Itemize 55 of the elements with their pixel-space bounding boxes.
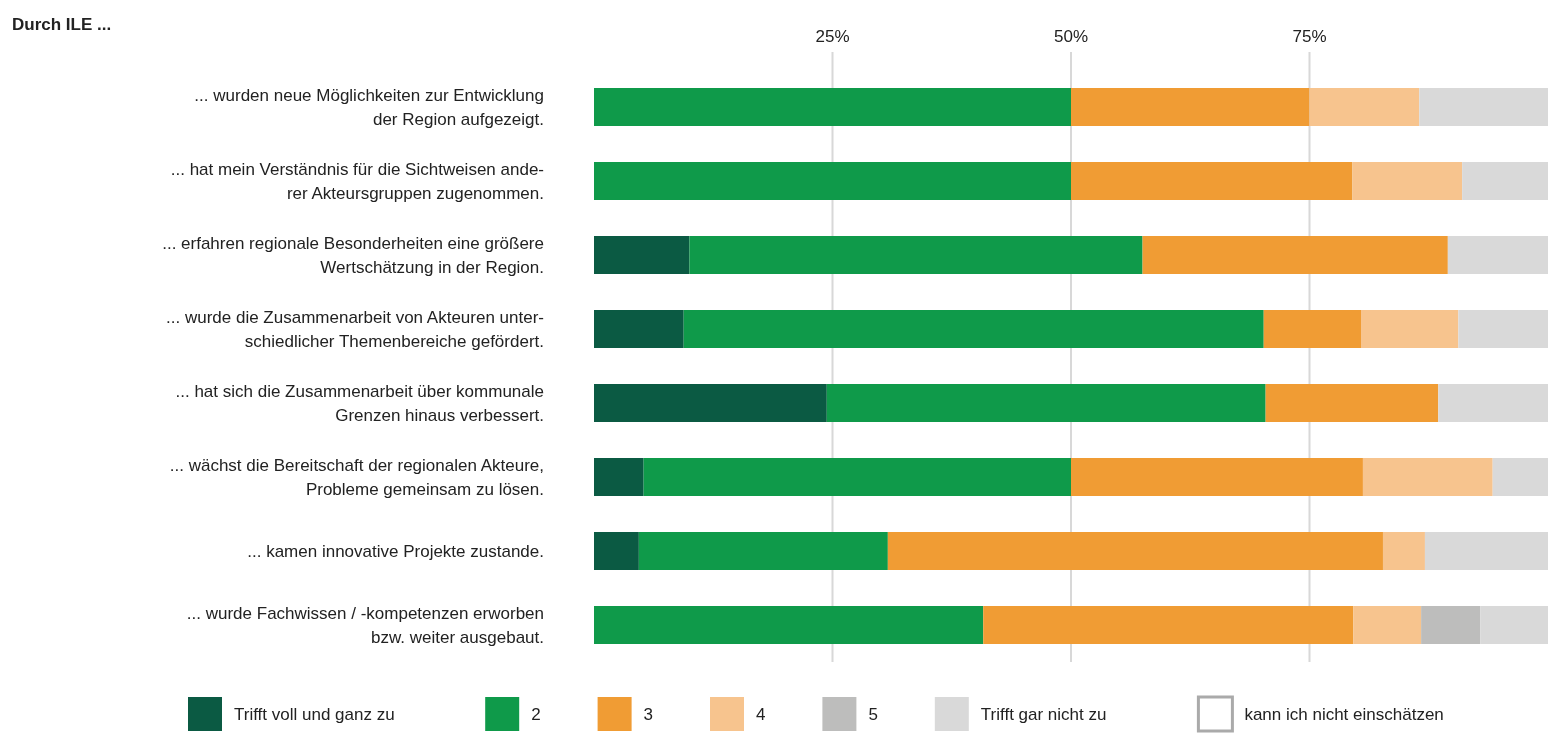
bar [1458,310,1548,348]
bar [1309,88,1420,126]
text: Durch ILE ... [12,15,112,34]
bar [1071,458,1363,496]
bar [1071,162,1353,200]
bar [1142,236,1448,274]
bar [1421,606,1481,644]
bar [1353,606,1422,644]
y-tick-label: ... hat sich die Zusammenarbeit über kommunale Grenzen hinaus verbessert. [175,382,544,425]
bar [683,310,1264,348]
bar [887,532,1383,570]
bar [594,384,827,422]
legend-label: Trifft voll und ganz zu [234,705,395,724]
bar [689,236,1143,274]
bar [594,458,644,496]
y-tick-label: ... wurden neue Möglichkeiten zur Entwicklung der Region aufgezeigt. [194,86,544,129]
legend-label: 5 [868,705,878,724]
y-tick-label: ... kamen innovative Projekte zustande. [247,542,544,561]
bar [643,458,1071,496]
x-tick-label: 50% [1053,27,1089,46]
legend-label: kann ich nicht einschätzen [1244,705,1444,724]
bar [1352,162,1463,200]
y-tick-label: ... erfahren regionale Besonderheiten eine größere Wertschätzung in der Region. [162,234,544,277]
bar [638,532,888,570]
bar [1382,532,1425,570]
legend-label: 3 [643,705,654,724]
x-tick-label: 25% [815,27,850,46]
bar [983,606,1354,644]
bar [594,532,639,570]
bar [1265,384,1439,422]
y-tick-label: ... wurde die Zusammenarbeit von Akteuren unter- schiedlicher Themenbereiche gefördert. [166,308,544,351]
x-tick-label: 75% [1292,27,1327,46]
bar [1071,88,1310,126]
legend-label: Trifft gar nicht zu [980,705,1107,724]
bar [1362,458,1493,496]
bar [1480,606,1548,644]
bar [1419,88,1548,126]
bar [1462,162,1548,200]
bar [594,606,984,644]
bar [1424,532,1548,570]
bar [1361,310,1459,348]
y-tick-label: ... wurde Fachwissen / -kompetenzen erworben bzw. weiter ausgebaut. [186,604,544,647]
legend-label: 2 [531,705,541,724]
bar [826,384,1266,422]
bar [594,310,684,348]
bar [1447,236,1548,274]
y-tick-label: ... hat mein Verständnis für die Sichtweisen ande- rer Akteursgruppen zugenommen. [170,160,544,203]
bar [1438,384,1548,422]
bar [594,88,1071,126]
bar [1492,458,1548,496]
bar [1263,310,1362,348]
bar [594,162,1071,200]
legend-label: 4 [756,705,766,724]
bar [594,236,690,274]
y-tick-label: ... wächst die Bereitschaft der regionalen Akteure, Probleme gemeinsam zu lösen. [169,456,544,499]
